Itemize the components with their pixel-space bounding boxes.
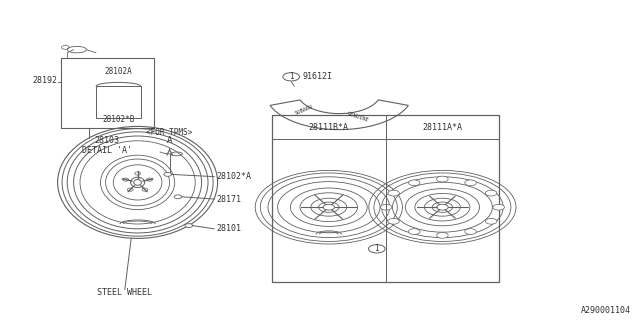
- Circle shape: [185, 224, 193, 228]
- Text: 28102A: 28102A: [104, 67, 132, 76]
- Text: <FOR TPMS>: <FOR TPMS>: [147, 128, 193, 137]
- Text: 1: 1: [374, 244, 379, 253]
- Bar: [61, 58, 154, 128]
- Circle shape: [388, 218, 399, 224]
- Text: 28171: 28171: [216, 195, 241, 204]
- Text: 91612I: 91612I: [303, 72, 333, 81]
- Circle shape: [465, 180, 476, 186]
- Circle shape: [283, 73, 300, 81]
- Text: 1: 1: [289, 72, 294, 81]
- Bar: [96, 86, 141, 118]
- Circle shape: [485, 190, 497, 196]
- Text: SUBARU: SUBARU: [294, 104, 314, 116]
- Circle shape: [485, 218, 497, 224]
- Text: 28102*A: 28102*A: [216, 172, 252, 181]
- Circle shape: [436, 176, 448, 182]
- Circle shape: [174, 195, 182, 199]
- Text: 28192: 28192: [33, 76, 58, 84]
- Circle shape: [465, 229, 476, 235]
- Circle shape: [408, 180, 420, 186]
- Circle shape: [388, 190, 399, 196]
- Circle shape: [436, 232, 448, 238]
- Circle shape: [369, 244, 385, 253]
- Text: A: A: [167, 136, 172, 145]
- Bar: [272, 115, 499, 282]
- Text: 28101: 28101: [216, 224, 241, 233]
- Circle shape: [380, 204, 392, 210]
- Text: STEEL WHEEL: STEEL WHEEL: [97, 288, 152, 297]
- Text: GENUINE: GENUINE: [347, 111, 370, 123]
- Circle shape: [164, 172, 172, 176]
- Text: DETAIL 'A': DETAIL 'A': [82, 146, 132, 155]
- Circle shape: [493, 204, 504, 210]
- Text: 28103: 28103: [95, 136, 120, 145]
- Text: 28111A*A: 28111A*A: [422, 123, 463, 132]
- Circle shape: [408, 229, 420, 235]
- Text: 28111B*A: 28111B*A: [309, 123, 349, 132]
- Text: 28102*B: 28102*B: [102, 115, 134, 124]
- Text: A290001104: A290001104: [580, 306, 630, 315]
